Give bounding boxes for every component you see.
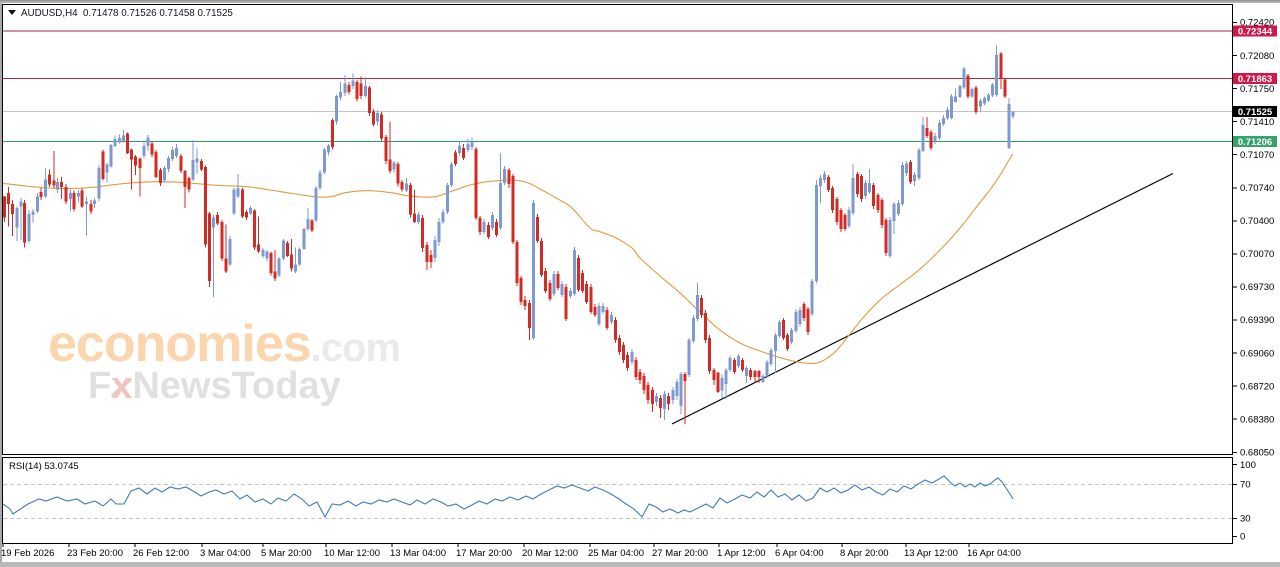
svg-text:6 Apr 04:00: 6 Apr 04:00 xyxy=(775,548,824,559)
svg-text:27 Mar 20:00: 27 Mar 20:00 xyxy=(652,548,708,559)
svg-text:RSI(14) 53.0745: RSI(14) 53.0745 xyxy=(9,461,79,472)
svg-text:AUDUSD,H4 0.71478 0.71526 0.7: AUDUSD,H4 0.71478 0.71526 0.71458 0.7152… xyxy=(21,8,233,19)
svg-text:0.69390: 0.69390 xyxy=(1240,315,1274,326)
svg-text:30: 30 xyxy=(1240,514,1251,525)
svg-text:economies.com: economies.com xyxy=(48,315,400,373)
svg-text:5 Mar 20:00: 5 Mar 20:00 xyxy=(261,548,312,559)
svg-text:20 Mar 12:00: 20 Mar 12:00 xyxy=(522,548,578,559)
svg-text:23 Feb 20:00: 23 Feb 20:00 xyxy=(67,548,123,559)
svg-text:0.71410: 0.71410 xyxy=(1240,117,1274,128)
svg-text:3 Mar 04:00: 3 Mar 04:00 xyxy=(200,548,251,559)
svg-text:0.71750: 0.71750 xyxy=(1240,84,1274,95)
svg-text:0.72344: 0.72344 xyxy=(1238,26,1273,37)
svg-text:0.70070: 0.70070 xyxy=(1240,249,1274,260)
svg-text:0.71863: 0.71863 xyxy=(1238,74,1272,85)
svg-text:0.70740: 0.70740 xyxy=(1240,183,1274,194)
svg-text:13 Apr 12:00: 13 Apr 12:00 xyxy=(904,548,958,559)
svg-text:1 Apr 12:00: 1 Apr 12:00 xyxy=(717,548,766,559)
svg-text:8 Apr 20:00: 8 Apr 20:00 xyxy=(840,548,889,559)
svg-text:0.69060: 0.69060 xyxy=(1240,348,1274,359)
svg-text:FxNewsToday: FxNewsToday xyxy=(88,365,341,407)
svg-text:0.71206: 0.71206 xyxy=(1238,137,1272,148)
svg-text:0.71525: 0.71525 xyxy=(1238,107,1273,118)
svg-text:10 Mar 12:00: 10 Mar 12:00 xyxy=(324,548,380,559)
svg-text:16 Apr 04:00: 16 Apr 04:00 xyxy=(967,548,1021,559)
svg-text:0.70400: 0.70400 xyxy=(1240,216,1274,227)
svg-text:19 Feb 2026: 19 Feb 2026 xyxy=(1,548,54,559)
svg-text:0.68050: 0.68050 xyxy=(1240,448,1274,459)
svg-text:26 Feb 12:00: 26 Feb 12:00 xyxy=(133,548,189,559)
svg-text:25 Mar 04:00: 25 Mar 04:00 xyxy=(588,548,644,559)
svg-text:0.72080: 0.72080 xyxy=(1240,51,1274,62)
svg-text:0.72420: 0.72420 xyxy=(1240,18,1274,29)
svg-text:13 Mar 04:00: 13 Mar 04:00 xyxy=(390,548,446,559)
svg-text:0.68720: 0.68720 xyxy=(1240,381,1274,392)
svg-text:0.68380: 0.68380 xyxy=(1240,414,1274,425)
svg-text:0: 0 xyxy=(1240,532,1245,543)
svg-text:17 Mar 20:00: 17 Mar 20:00 xyxy=(456,548,512,559)
svg-text:70: 70 xyxy=(1240,480,1251,491)
svg-text:0.71070: 0.71070 xyxy=(1240,150,1274,161)
svg-text:0.69730: 0.69730 xyxy=(1240,282,1274,293)
svg-text:100: 100 xyxy=(1240,460,1256,471)
